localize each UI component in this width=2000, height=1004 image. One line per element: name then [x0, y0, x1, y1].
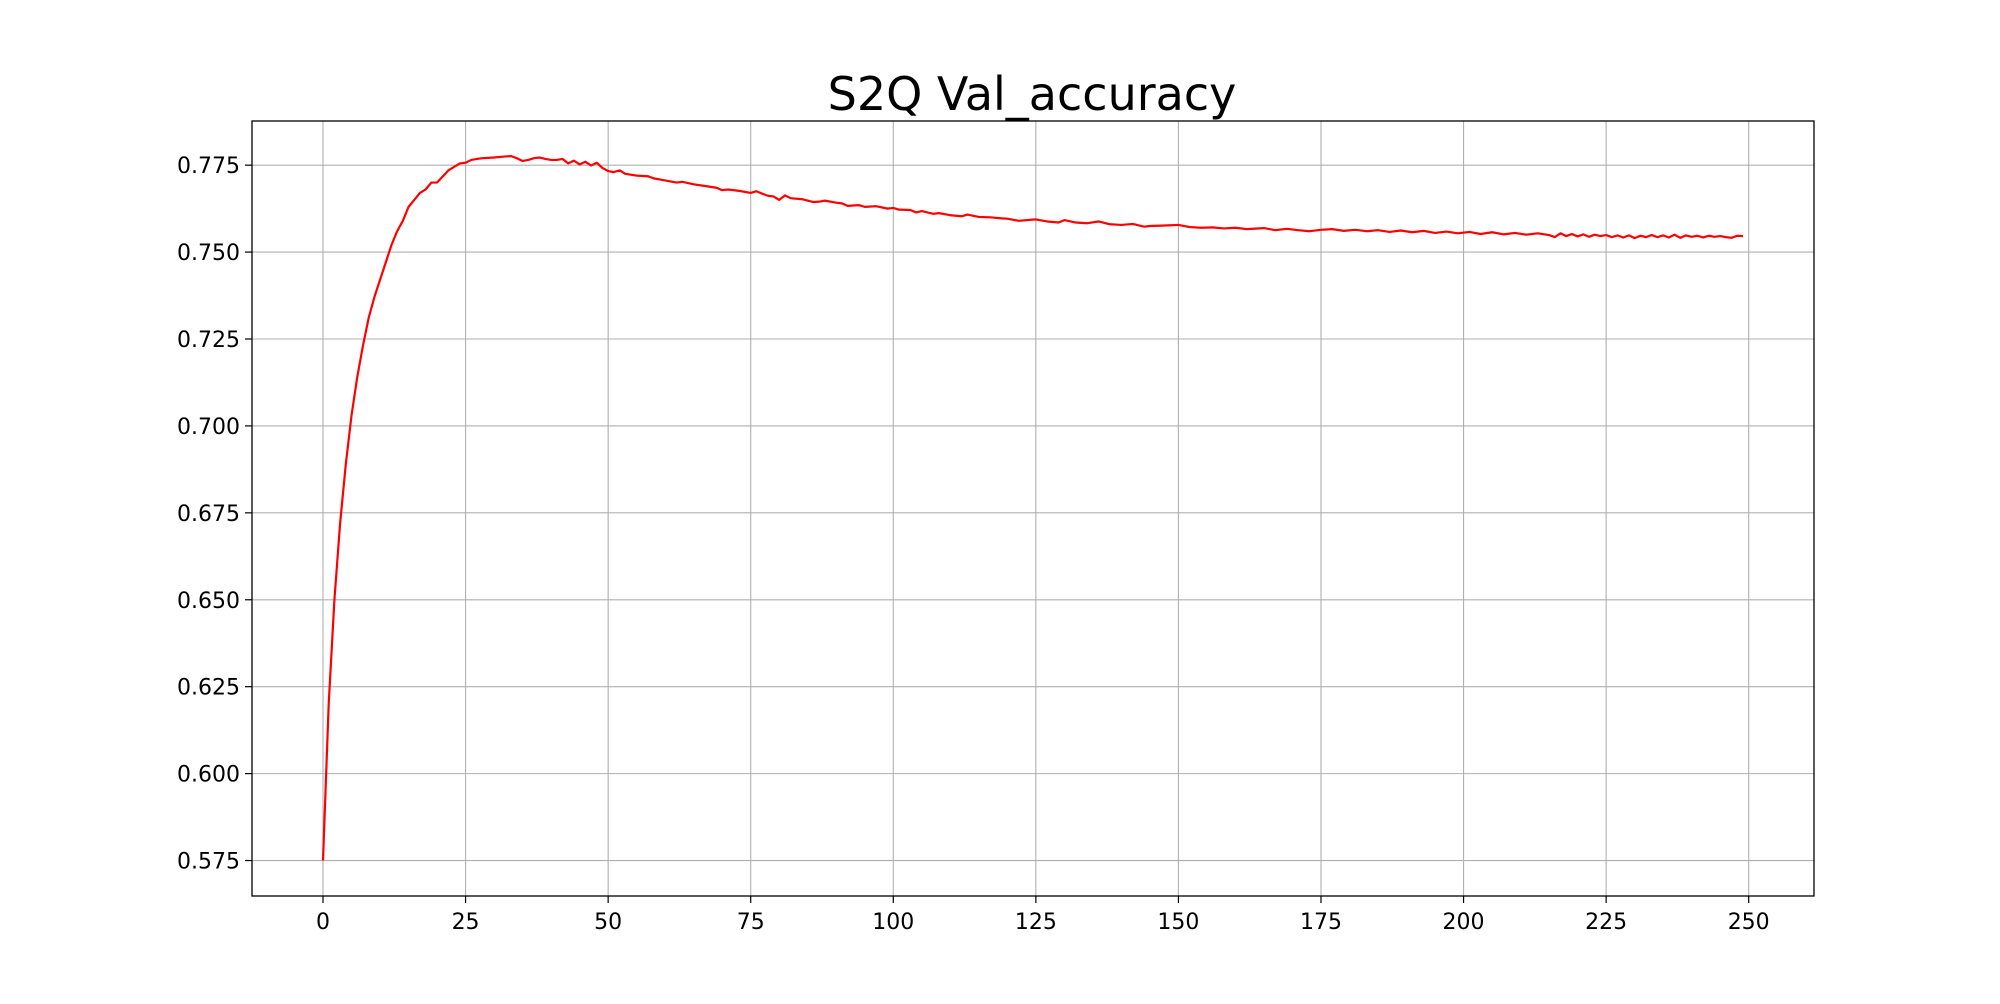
x-tick-label: 175 — [1300, 910, 1342, 935]
x-tick-label: 100 — [872, 910, 914, 935]
y-tick-label: 0.775 — [177, 154, 240, 179]
y-tick-label: 0.625 — [177, 676, 240, 701]
x-tick-label: 225 — [1585, 910, 1627, 935]
x-tick-label: 250 — [1728, 910, 1770, 935]
x-tick-label: 50 — [594, 910, 622, 935]
plot-area — [251, 120, 1815, 897]
x-tick-label: 150 — [1157, 910, 1199, 935]
x-tick-label: 200 — [1443, 910, 1485, 935]
x-tick-label: 25 — [452, 910, 480, 935]
series-line-0 — [321, 155, 1744, 861]
grid-lines — [252, 121, 1814, 896]
y-tick-label: 0.725 — [177, 328, 240, 353]
x-tick-label: 0 — [316, 910, 330, 935]
y-tick-label: 0.675 — [177, 502, 240, 527]
y-tick-label: 0.700 — [177, 415, 240, 440]
series-layer — [321, 155, 1744, 861]
x-tick-label: 75 — [737, 910, 765, 935]
y-tick-label: 0.750 — [177, 241, 240, 266]
axis-ticks: 0 25 50 75 100 125 150 175 200 225 250 0.575 0.600 0.… — [177, 154, 1770, 935]
y-tick-label: 0.650 — [177, 589, 240, 614]
chart-title: S2Q Val_accuracy — [828, 67, 1237, 121]
y-tick-label: 0.600 — [177, 763, 240, 788]
y-tick-label: 0.575 — [177, 850, 240, 875]
x-tick-label: 125 — [1015, 910, 1057, 935]
